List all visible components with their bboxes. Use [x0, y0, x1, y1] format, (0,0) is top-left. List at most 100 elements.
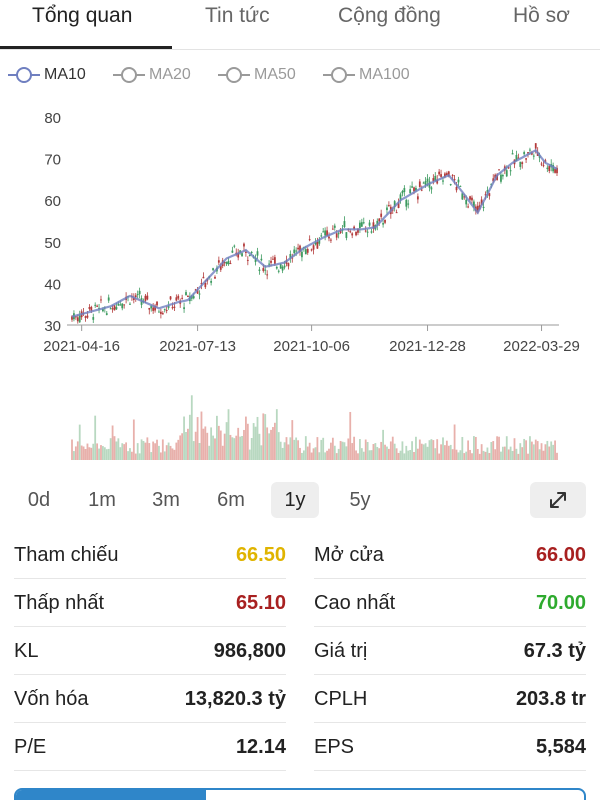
- ma100-line-icon: [323, 65, 355, 85]
- volume-bar: [198, 443, 201, 460]
- candle-body: [279, 264, 282, 269]
- candle-body: [519, 161, 522, 167]
- volume-bar: [405, 445, 408, 460]
- volume-bar: [447, 445, 450, 460]
- range-button-0d[interactable]: 0d: [27, 488, 51, 511]
- volume-bar: [413, 451, 415, 460]
- volume-bar: [82, 446, 85, 460]
- volume-bar: [156, 439, 158, 460]
- candle-body: [202, 276, 205, 279]
- candle-body: [366, 231, 369, 233]
- volume-bar: [314, 447, 317, 460]
- price-candlestick-chart[interactable]: 30 40 50 60 70 80 2021-04-16 2021-07-13 2021-10-…: [0, 100, 600, 362]
- tab-profile[interactable]: Hồ sơ: [513, 4, 570, 27]
- volume-bar: [538, 449, 541, 460]
- expand-chart-button[interactable]: [530, 482, 586, 518]
- range-button-6m[interactable]: 6m: [217, 488, 245, 511]
- candle-body: [444, 173, 446, 178]
- volume-bar: [102, 446, 104, 460]
- volume-bar: [302, 450, 305, 460]
- volume-bar: [509, 446, 512, 460]
- volume-bar: [440, 444, 442, 460]
- volume-bar: [484, 451, 487, 460]
- candle-body: [243, 243, 245, 247]
- volume-bar: [221, 445, 224, 460]
- volume-bar: [148, 443, 151, 460]
- candle-body: [304, 249, 307, 255]
- volume-bar: [111, 425, 114, 460]
- volume-bar: [285, 437, 288, 460]
- ma100-toggle[interactable]: MA100: [323, 60, 410, 90]
- candle-body: [432, 178, 435, 182]
- bottom-segment-active[interactable]: [16, 790, 206, 800]
- stat-volume: KL 986,800: [14, 628, 286, 675]
- volume-bar: [109, 438, 112, 460]
- candle-body: [461, 193, 464, 200]
- candle-body: [548, 165, 551, 172]
- candle-body: [523, 152, 526, 155]
- volume-bar: [536, 441, 539, 460]
- volume-bar: [171, 448, 174, 460]
- volume-bar: [295, 437, 298, 460]
- range-button-1m[interactable]: 1m: [88, 488, 116, 511]
- volume-bar: [231, 437, 234, 460]
- stat-value: 66.50: [235, 544, 286, 566]
- volume-bar: [461, 436, 464, 460]
- candle-body: [262, 268, 265, 271]
- volume-bar: [476, 448, 479, 460]
- tab-news[interactable]: Tin tức: [205, 4, 270, 27]
- volume-bar: [386, 446, 388, 460]
- volume-bar: [187, 428, 189, 460]
- stats-row: P/E 12.14 EPS 5,584: [0, 724, 600, 771]
- ma20-line-icon: [113, 65, 145, 85]
- volume-bar: [513, 438, 516, 460]
- candle-body: [217, 260, 220, 263]
- stat-label: Mở cửa: [314, 544, 384, 566]
- volume-bar: [399, 450, 402, 460]
- volume-bar: [409, 450, 412, 460]
- candle-body: [231, 250, 234, 253]
- candle-body: [376, 220, 379, 226]
- candle-body: [330, 239, 332, 241]
- ma50-toggle[interactable]: MA50: [218, 60, 296, 90]
- y-axis-tick-label: 50: [44, 235, 61, 252]
- candle-body: [283, 265, 286, 268]
- volume-bar: [132, 419, 135, 460]
- volume-bar: [214, 438, 216, 460]
- volume-bar: [505, 436, 508, 460]
- stat-label: P/E: [14, 736, 47, 758]
- volume-bar: [291, 420, 294, 460]
- candle-body: [316, 241, 319, 249]
- volume-bar: [225, 422, 228, 460]
- range-button-5y[interactable]: 5y: [349, 488, 371, 511]
- stat-value: 12.14: [235, 736, 286, 758]
- candle-body: [525, 158, 527, 160]
- ma10-toggle[interactable]: MA10: [8, 60, 86, 90]
- candle-body: [152, 307, 155, 311]
- stat-value: 203.8 tr: [515, 688, 586, 710]
- candle-body: [223, 262, 226, 264]
- candle-body: [123, 304, 126, 306]
- bottom-segmented-control[interactable]: [14, 788, 586, 800]
- volume-bar: [241, 435, 243, 460]
- range-button-1y[interactable]: 1y: [271, 482, 319, 518]
- tab-community[interactable]: Cộng đồng: [338, 4, 441, 27]
- candle-body: [397, 202, 400, 208]
- volume-bar: [179, 435, 182, 460]
- volume-bar: [268, 433, 270, 460]
- volume-bar: [121, 443, 124, 460]
- tab-overview[interactable]: Tổng quan: [32, 4, 133, 27]
- volume-bar: [459, 450, 462, 460]
- volume-bar: [511, 450, 514, 460]
- candle-body: [465, 199, 468, 205]
- candle-body: [227, 260, 230, 265]
- volume-bar: [368, 450, 371, 460]
- volume-bar: [366, 442, 369, 460]
- range-button-3m[interactable]: 3m: [152, 488, 180, 511]
- candle-body: [105, 313, 108, 315]
- ma20-toggle[interactable]: MA20: [113, 60, 191, 90]
- volume-bar: [92, 443, 95, 460]
- candle-body: [71, 316, 73, 320]
- candle-body: [339, 230, 342, 234]
- volume-bar: [529, 436, 531, 460]
